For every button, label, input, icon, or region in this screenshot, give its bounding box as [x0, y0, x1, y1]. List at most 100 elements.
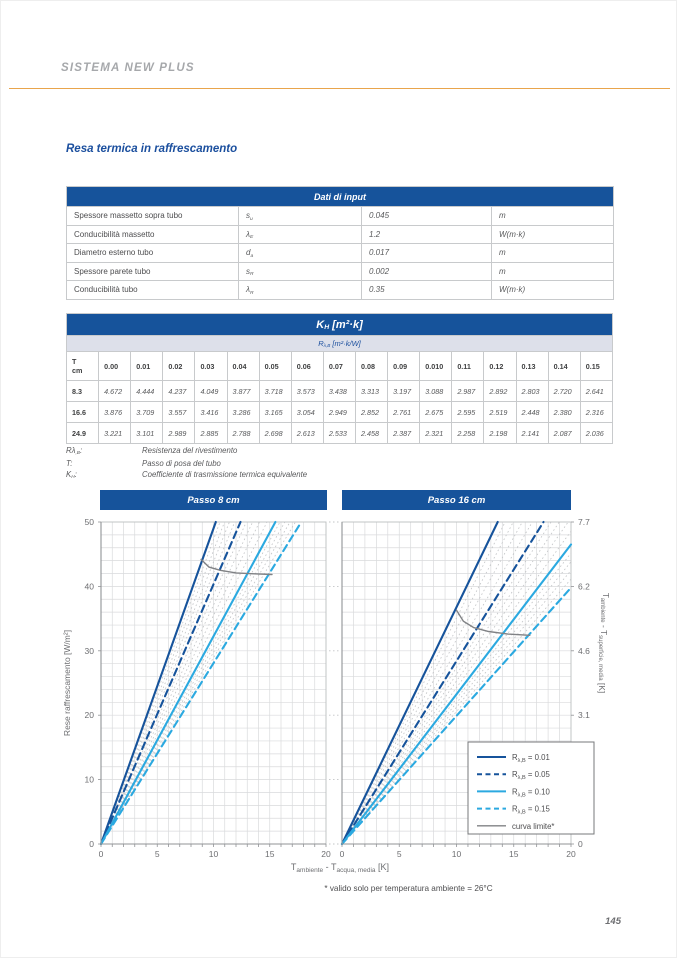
kh-col-r: 0.04 [226, 351, 260, 381]
table-row: Conducibilità tubo λR 0.35 W(m·k) [66, 280, 614, 300]
fan-dotted-line [341, 521, 533, 845]
param-symbol: da [238, 243, 362, 263]
kh-value: 2.448 [515, 401, 549, 423]
y-tick-label: 40 [85, 581, 95, 591]
fan-dotted-line [100, 521, 286, 845]
kh-col-r: 0.05 [258, 351, 292, 381]
kh-value: 2.316 [579, 401, 614, 423]
kh-value: 3.573 [290, 380, 324, 402]
kh-value: 2.885 [194, 422, 228, 444]
kh-value: 4.237 [162, 380, 196, 402]
kh-title: KH [m²·k] [66, 313, 613, 336]
x-tick-label: 10 [452, 849, 462, 859]
kh-value: 2.989 [162, 422, 196, 444]
subscript: a [250, 253, 254, 259]
definitions-list: Rλ,B: Resistenza del rivestimento T: Passo … [66, 445, 307, 482]
kh-subtitle-row: Rλ,B [m²·k/W] [66, 335, 613, 352]
kh-value: 2.698 [258, 422, 292, 444]
input-data-table: Dati di input Spessore massetto sopra tub… [66, 186, 614, 300]
chart-banner-passo-8: Passo 8 cm [100, 490, 327, 510]
fan-dotted-line [100, 521, 281, 845]
kh-t-value: 16.6 [65, 401, 100, 423]
kh-col-r: 0.11 [451, 351, 485, 381]
kh-value: 4.049 [194, 380, 228, 402]
kh-value: 2.533 [322, 422, 356, 444]
kh-value: 3.054 [290, 401, 324, 423]
kh-col-r: 0.01 [130, 351, 164, 381]
fan-dotted-line [341, 552, 572, 845]
kh-subtitle: Rλ,B [m²·k/W] [66, 335, 613, 352]
kh-value: 2.458 [354, 422, 389, 444]
param-unit: m [491, 261, 614, 281]
kh-value: 2.595 [451, 401, 485, 423]
kh-col-r: 0.12 [483, 351, 517, 381]
param-label: Spessore massetto sopra tubo [66, 206, 239, 226]
param-value: 0.35 [361, 280, 492, 300]
subscript: ,B [75, 451, 81, 457]
kh-value: 2.788 [226, 422, 260, 444]
chart-passo-8: 0 5 10 15 20 0 10 20 30 40 50 Rese raffrescamento [… [62, 517, 341, 859]
kh-value: 3.197 [387, 380, 421, 402]
kh-value: 3.718 [258, 380, 292, 402]
section-title: Resa termica in raffrescamento [66, 143, 238, 155]
series-line-1 [99, 520, 242, 846]
kh-col-r: 0.06 [290, 351, 324, 381]
table-row: Conducibilità massetto λE 1.2 W(m·k) [66, 224, 614, 244]
page-header-title: SISTEMA NEW PLUS [61, 62, 195, 74]
kh-col-r: 0.07 [322, 351, 356, 381]
fan-dotted-line [100, 521, 291, 845]
kh-title-row: KH [m²·k] [66, 313, 613, 336]
kh-value: 4.672 [98, 380, 132, 402]
param-label: Spessore parete tubo [66, 261, 239, 281]
right-y-axis-label: Tambiente - Tsuperficie, media [K] [597, 593, 611, 694]
right-y-tick-label: 6.2 [578, 581, 590, 591]
kh-value: 2.380 [547, 401, 581, 423]
kh-value: 2.803 [515, 380, 549, 402]
limit-curve [200, 558, 273, 576]
kh-value: 2.852 [354, 401, 389, 423]
kh-value: 2.387 [387, 422, 421, 444]
subscript: R [249, 290, 254, 296]
definition-term: Rλ,B: [66, 446, 83, 457]
fan-dotted-line [341, 561, 572, 845]
kh-col-r: 0.010 [419, 351, 453, 381]
x-tick-label: 0 [340, 849, 345, 859]
kh-value: 3.709 [130, 401, 164, 423]
table-row: Spessore massetto sopra tubo su 0.045 m [66, 206, 614, 226]
fan-dotted-line [341, 521, 552, 845]
kh-value: 3.165 [258, 401, 292, 423]
fan-dotted-line [341, 521, 514, 845]
series-line-3 [99, 520, 303, 846]
kh-value: 3.416 [194, 401, 228, 423]
subscript: E [249, 235, 254, 241]
definition-term: KH: [66, 470, 77, 481]
subscript: λ,B [323, 343, 331, 349]
legend-label: Rλ,B = 0.05 [512, 770, 550, 781]
kh-value: 3.286 [226, 401, 260, 423]
x-tick-label: 5 [155, 849, 160, 859]
right-y-tick-label: 7.7 [578, 517, 590, 527]
kh-value: 2.641 [579, 380, 614, 402]
legend-label: curva limite* [512, 822, 554, 831]
table-row: Diametro esterno tubo da 0.017 m [66, 243, 614, 263]
x-tick-label: 20 [321, 849, 331, 859]
right-y-tick-label: 3.1 [578, 710, 590, 720]
kh-col-r: 0.15 [579, 351, 614, 381]
kh-value: 2.613 [290, 422, 324, 444]
param-unit: W(m·k) [491, 280, 614, 300]
kh-data-row: 24.9 3.221 3.101 2.989 2.885 2.788 2.698 2.613 2… [65, 422, 614, 444]
kh-value: 3.313 [354, 380, 389, 402]
fan-dotted-line [341, 521, 569, 845]
shared-x-axis-label: Tambiente - Tacqua, media [K] [290, 862, 390, 874]
chart-footnote: * valido solo per temperatura ambiente =… [324, 884, 493, 893]
kh-data-row: 8.3 4.672 4.444 4.237 4.049 3.877 3.718 3.573 3.… [65, 380, 614, 402]
table-row: Spessore parete tubo sR 0.002 m [66, 261, 614, 281]
kh-value: 3.221 [98, 422, 132, 444]
subscript: H [324, 324, 330, 332]
series-line-2 [340, 543, 573, 846]
kh-t-value: 24.9 [65, 422, 100, 444]
legend-label: Rλ,B = 0.15 [512, 805, 550, 816]
fan-dotted-line [341, 521, 523, 845]
fan-dotted-line [100, 521, 236, 845]
